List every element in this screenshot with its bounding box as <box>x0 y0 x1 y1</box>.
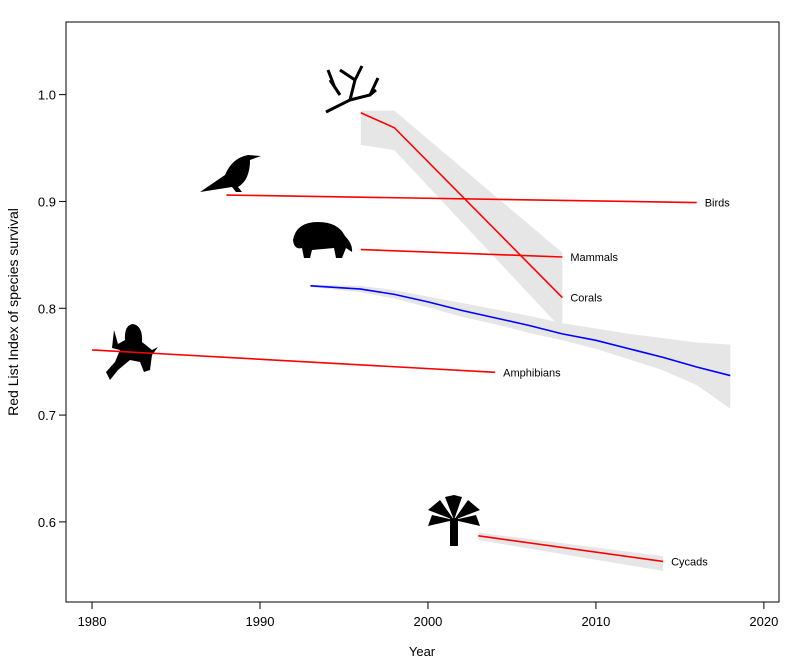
x-tick-label: 2010 <box>581 614 610 629</box>
y-tick-label: 0.9 <box>38 194 56 209</box>
x-tick-label: 2000 <box>413 614 442 629</box>
series-line <box>91 349 496 374</box>
x-tick-label: 1980 <box>78 614 107 629</box>
series-label: Corals <box>570 293 602 305</box>
series-label: Amphibians <box>503 367 561 379</box>
bird-icon <box>200 155 261 192</box>
series-label: Mammals <box>570 252 618 264</box>
palm-icon <box>428 495 480 546</box>
confidence-band <box>310 284 731 409</box>
confidence-band <box>478 532 664 572</box>
tapir-icon <box>293 222 353 258</box>
y-tick-label: 0.8 <box>38 301 56 316</box>
x-tick-label: 2020 <box>749 614 778 629</box>
series-line <box>360 248 563 258</box>
y-tick-label: 1.0 <box>38 88 56 103</box>
x-tick-label: 1990 <box>246 614 275 629</box>
series-line <box>360 112 563 299</box>
series-line <box>478 534 664 563</box>
x-axis-title: Year <box>409 644 436 659</box>
plot-frame <box>65 21 780 603</box>
series-label: Cycads <box>671 556 708 568</box>
y-tick-label: 0.6 <box>38 515 56 530</box>
series-label: Birds <box>705 198 731 210</box>
coral-icon <box>325 65 380 114</box>
y-axis-title: Red List Index of species survival <box>5 208 21 416</box>
y-tick-label: 0.7 <box>38 408 56 423</box>
series-line <box>226 194 697 204</box>
confidence-band <box>360 110 563 330</box>
series-line <box>310 285 731 377</box>
